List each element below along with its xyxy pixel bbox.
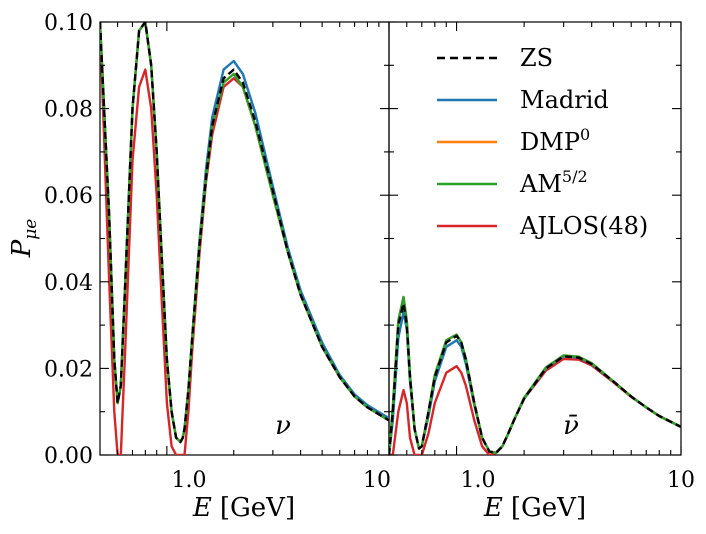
legend-label-am52-sup: 5/2 xyxy=(562,167,588,186)
legend-label-madrid: Madrid xyxy=(520,86,609,114)
legend-label-am52-base: AM xyxy=(519,170,562,198)
right-series-ajlos-48 xyxy=(389,357,681,455)
left-xtick-label-1: 1.0 xyxy=(172,468,207,493)
legend-label-zs: ZS xyxy=(520,44,553,72)
legend-label-dmp0: DMP0 xyxy=(520,125,590,156)
left-xaxis-label: E [GeV] xyxy=(192,493,295,523)
axis-ticks xyxy=(100,21,682,456)
ytick-label: 0.06 xyxy=(44,184,93,209)
legend-label-am52: AM5/2 xyxy=(519,167,588,198)
ytick-label: 0.00 xyxy=(44,444,93,469)
legend-label-dmp0-base: DMP xyxy=(520,128,580,156)
right-xtick-label-10: 10 xyxy=(667,468,695,493)
legend-label-dmp0-sup: 0 xyxy=(580,125,590,144)
panel-annotation-nubar: ν̄ xyxy=(563,411,579,441)
yaxis-label: Pμe xyxy=(7,219,41,259)
left-series-zs xyxy=(100,22,389,444)
y-tick-labels: 0.00 0.02 0.04 0.06 0.08 0.10 xyxy=(44,11,93,469)
left-xaxis-label-var: E xyxy=(192,493,212,523)
left-xtick-label-10: 10 xyxy=(363,468,391,493)
ytick-label: 0.10 xyxy=(44,11,93,36)
legend: ZS Madrid DMP0 AM5/2 AJLOS(48) xyxy=(437,44,648,240)
yaxis-label-base: P xyxy=(7,239,37,258)
right-series-dmp xyxy=(389,295,681,455)
right-series-zs xyxy=(389,302,681,455)
yaxis-label-sub: μe xyxy=(21,219,41,240)
right-xaxis-label: E [GeV] xyxy=(483,493,586,523)
ytick-label: 0.04 xyxy=(44,271,93,296)
right-xtick-label-1: 1.0 xyxy=(461,468,496,493)
right-xaxis-label-unit: [GeV] xyxy=(511,493,586,523)
panel-annotation-nu: ν xyxy=(275,411,291,441)
right-xaxis-label-var: E xyxy=(483,493,503,523)
left-series-group xyxy=(100,22,389,455)
legend-label-ajlos48: AJLOS(48) xyxy=(519,212,648,240)
ytick-label: 0.08 xyxy=(44,98,93,123)
right-series-am-5-2 xyxy=(389,295,681,455)
left-xaxis-label-unit: [GeV] xyxy=(220,493,295,523)
ytick-label: 0.02 xyxy=(44,357,93,382)
right-series-group xyxy=(389,295,681,455)
